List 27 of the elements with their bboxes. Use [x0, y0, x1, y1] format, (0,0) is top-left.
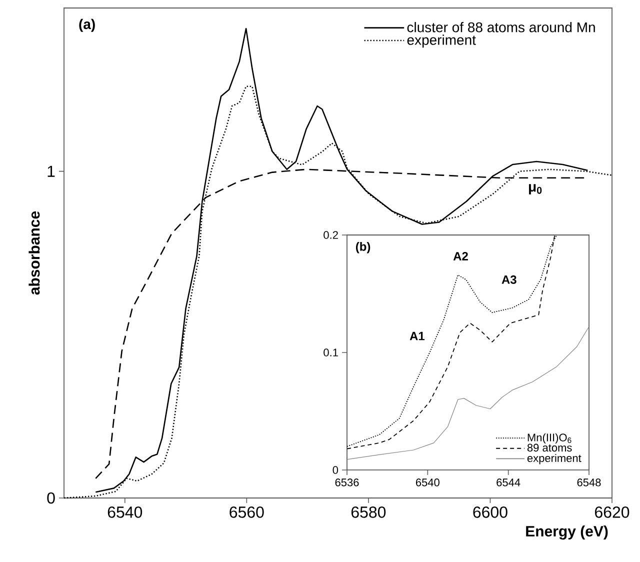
x-tick-label: 6580: [351, 506, 386, 518]
annotation: A3: [502, 275, 516, 284]
x-tick-label: 6548: [577, 478, 601, 486]
y-tick-label: 0: [332, 466, 338, 474]
x-tick-label: 6540: [108, 506, 142, 518]
y-axis-title: absorbance: [28, 211, 40, 295]
x-tick-label: 6540: [416, 478, 440, 486]
x-tick-label: 6560: [230, 506, 264, 518]
annotation: (b): [356, 242, 370, 254]
x-tick-label: 6536: [335, 478, 359, 486]
y-tick-label: 0: [47, 492, 55, 504]
legend-label: experiment: [527, 454, 582, 464]
x-tick-label: 6600: [473, 506, 508, 518]
x-tick-label: 6620: [595, 506, 630, 518]
legend-label: Mn(III)O$_{6}$: [528, 433, 572, 444]
legend-label: experiment: [407, 34, 476, 48]
annotation: A1: [410, 332, 425, 340]
legend-label: cluster of 88 atoms around Mn: [407, 22, 595, 32]
annotation: (a): [79, 18, 95, 32]
y-tick-label: 0.1: [324, 348, 338, 356]
x-axis-title: Energy (eV): [526, 526, 608, 540]
x-tick-label: 6544: [496, 478, 520, 486]
annotation: A2: [453, 252, 468, 260]
annotation: μ$_{0}$: [529, 184, 542, 194]
legend-label: 89 atoms: [527, 444, 572, 452]
y-tick-label: 1: [48, 166, 55, 177]
y-tick-label: 0.2: [324, 231, 338, 239]
